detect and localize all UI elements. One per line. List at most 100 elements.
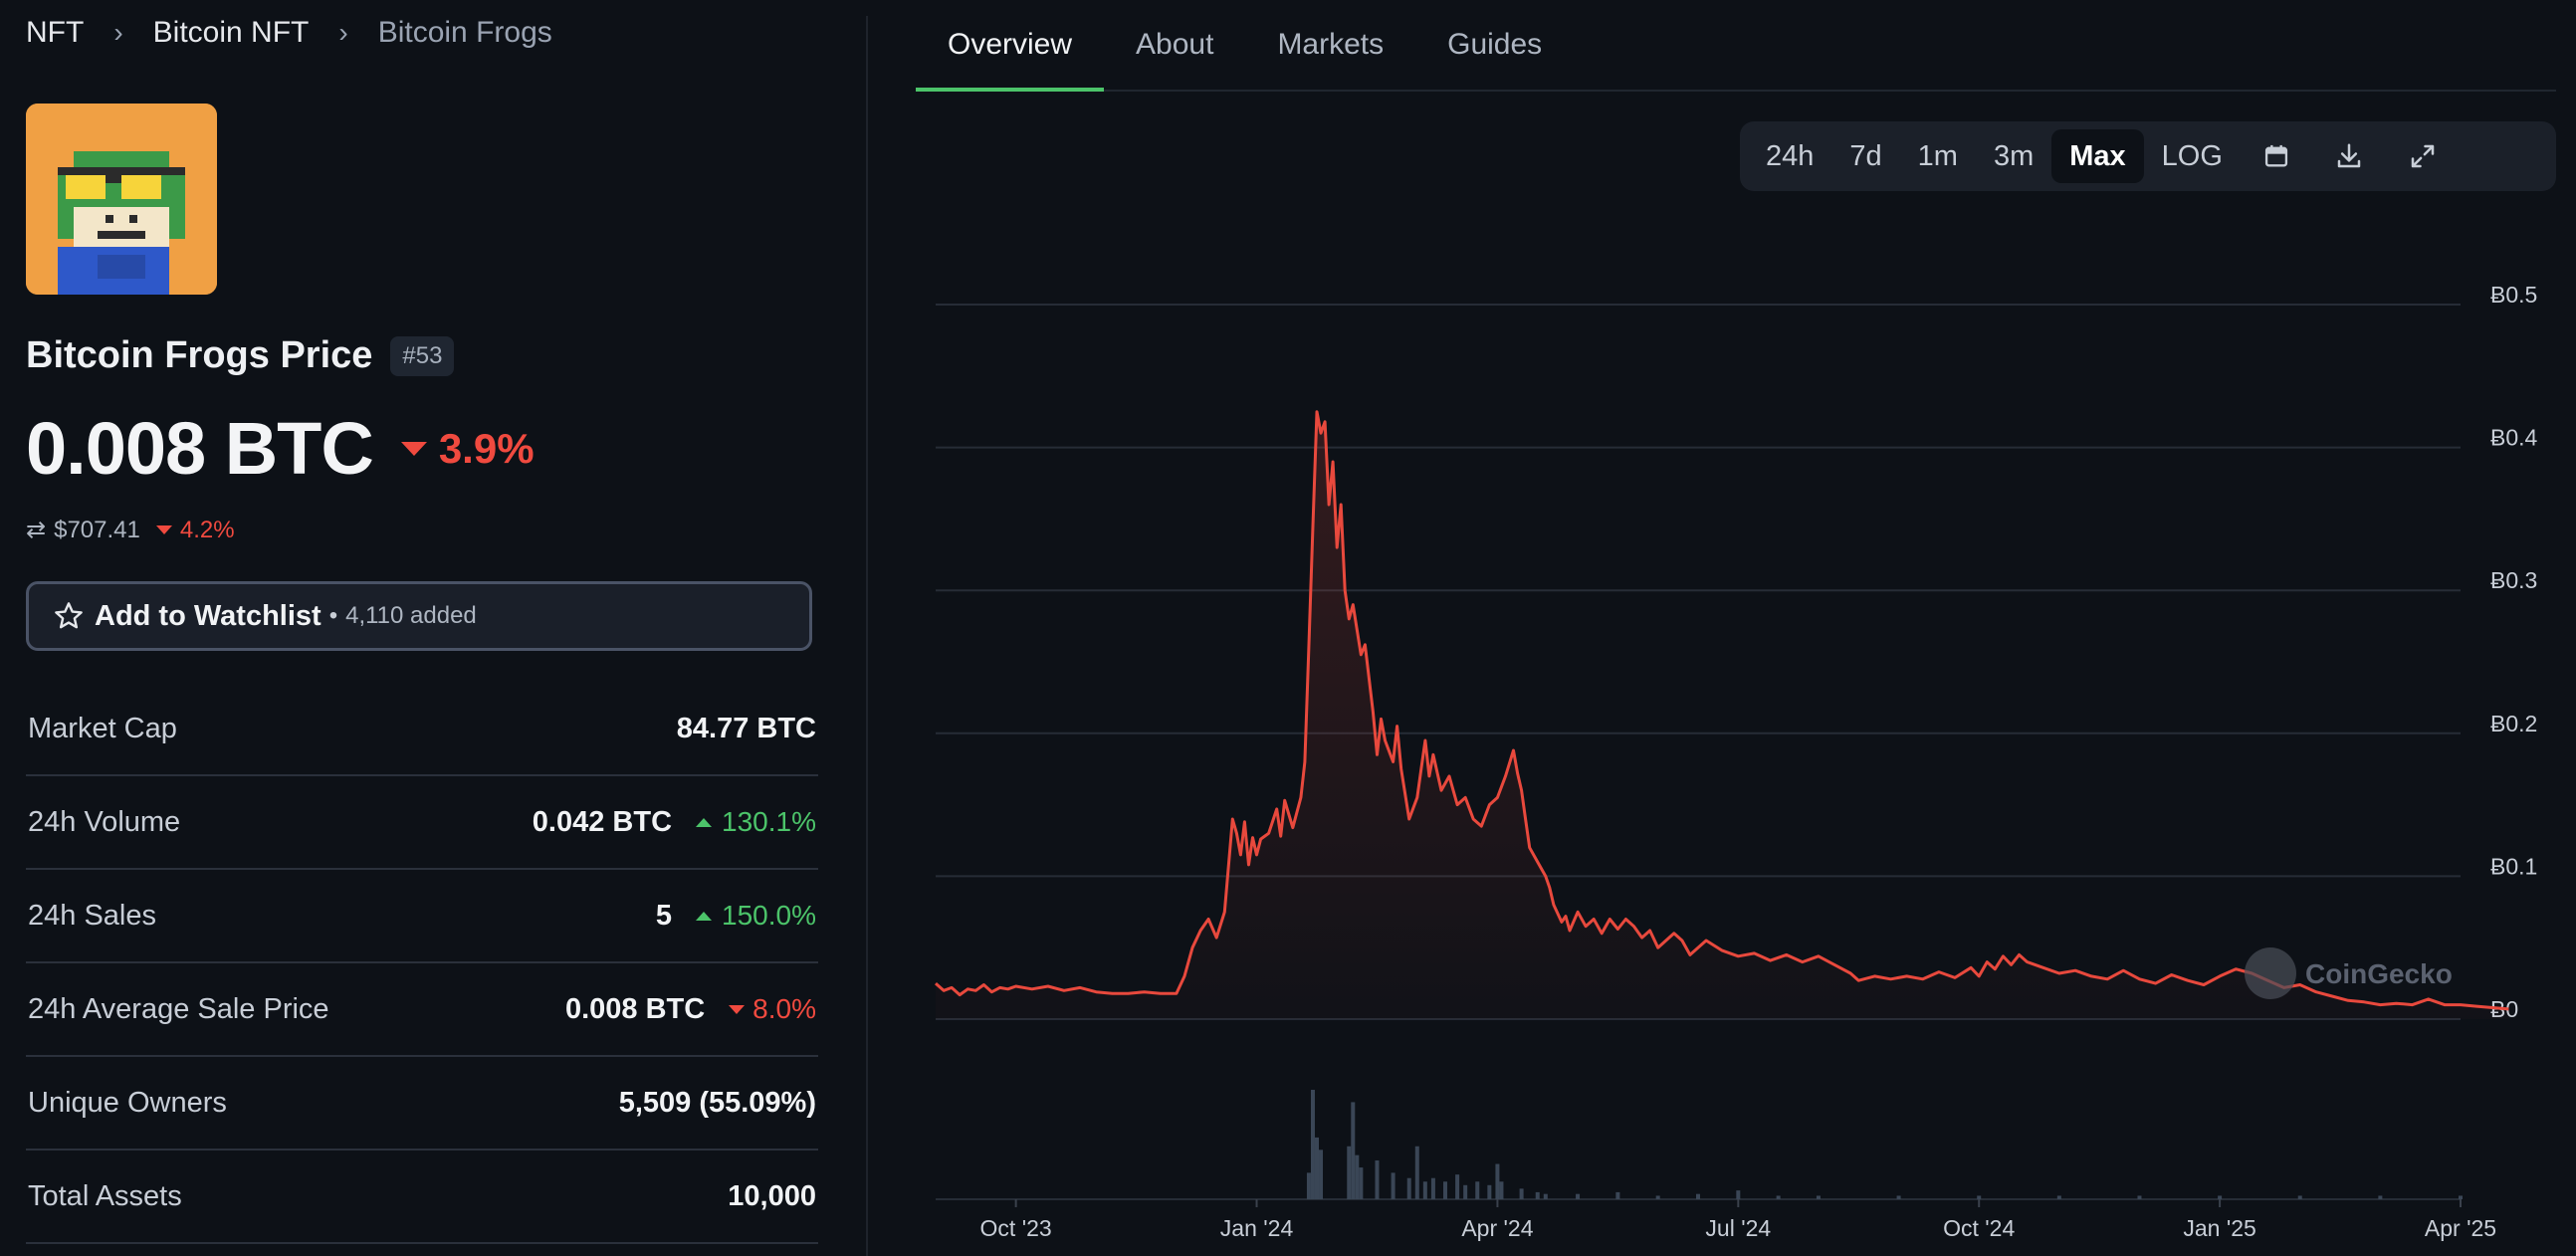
volume-bar <box>1306 1172 1311 1199</box>
range-1m-button[interactable]: 1m <box>1917 139 1958 172</box>
caret-down-icon <box>729 1004 746 1014</box>
stat-label: Total Assets <box>28 1179 182 1212</box>
volume-bar <box>1487 1184 1492 1199</box>
volume-bar <box>1347 1146 1352 1199</box>
y-tick-label: Ƀ0.5 <box>2490 282 2537 308</box>
stat-change: 8.0% <box>729 993 816 1025</box>
frog-image <box>26 104 217 295</box>
stat-value: 5 150.0% <box>656 900 816 933</box>
volume-bar <box>1430 1177 1435 1199</box>
right-panel: Overview About Markets Guides 24h 7d 1m … <box>868 0 2576 1256</box>
breadcrumb-nft[interactable]: NFT <box>26 16 85 49</box>
watchlist-separator: • <box>328 602 338 629</box>
volume-bars <box>1306 1090 2463 1199</box>
volume-bar <box>1414 1146 1419 1199</box>
x-axis: Oct '23 Jan '24 Apr '24 Jul '24 Oct '24 Jan '… <box>980 1199 2496 1241</box>
stat-row-24h-average-sale-price: 24h Average Sale Price 0.008 BTC 8.0% <box>26 963 818 1057</box>
x-tick-label: Jan '24 <box>1220 1215 1294 1241</box>
tab-overview[interactable]: Overview <box>916 0 1105 92</box>
volume-bar <box>1310 1090 1315 1199</box>
stat-change: 130.1% <box>696 806 816 838</box>
usd-price: $707.41 <box>54 516 140 543</box>
tab-guides[interactable]: Guides <box>1447 28 1543 61</box>
volume-bar <box>1315 1137 1319 1199</box>
volume-bar <box>1422 1181 1427 1199</box>
stats-table: Market Cap 84.77 BTC 24h Volume 0.042 BT… <box>26 683 818 1244</box>
volume-bar <box>2297 1195 2302 1199</box>
y-tick-label: Ƀ0.3 <box>2490 567 2537 593</box>
range-3m-button[interactable]: 3m <box>1993 139 2035 172</box>
volume-bar <box>1576 1193 1581 1199</box>
download-icon[interactable] <box>2312 129 2386 183</box>
star-icon <box>55 602 83 629</box>
volume-bar <box>2459 1195 2463 1199</box>
swap-icon[interactable]: ⇄ <box>26 517 47 543</box>
stat-label: 24h Sales <box>28 899 156 932</box>
breadcrumb: NFT › Bitcoin NFT › Bitcoin Frogs <box>26 16 552 50</box>
volume-bar <box>1615 1191 1620 1199</box>
volume-bar <box>1495 1163 1500 1199</box>
stat-value-text: 0.008 BTC <box>564 992 706 1025</box>
volume-bar <box>1655 1195 1660 1199</box>
chevron-right-icon: › <box>113 17 123 48</box>
stat-row-total-assets: Total Assets 10,000 <box>26 1151 818 1244</box>
tab-bar: Overview About Markets Guides <box>916 0 2556 92</box>
stat-value-text: 5,509 (55.09%) <box>618 1086 816 1119</box>
stat-row-24h-sales: 24h Sales 5 150.0% <box>26 870 818 963</box>
usd-change-value: 4.2% <box>179 516 235 543</box>
stat-value: 10,000 <box>728 1180 816 1213</box>
volume-bar <box>1319 1150 1324 1199</box>
breadcrumb-bitcoin-nft[interactable]: Bitcoin NFT <box>152 16 310 49</box>
volume-bar <box>1535 1191 1540 1199</box>
usd-price-row: ⇄ $707.41 4.2% <box>26 516 235 544</box>
price-chart[interactable]: Ƀ0.5Ƀ0.4Ƀ0.3Ƀ0.2Ƀ0.1Ƀ0 CoinGecko Oct '23… <box>868 229 2576 1256</box>
coingecko-watermark: CoinGecko <box>2245 947 2453 999</box>
caret-down-icon <box>400 441 427 456</box>
stat-label: Market Cap <box>28 712 177 744</box>
y-axis: Ƀ0.5Ƀ0.4Ƀ0.3Ƀ0.2Ƀ0.1Ƀ0 <box>2490 282 2538 1022</box>
calendar-icon[interactable] <box>2241 129 2312 183</box>
volume-bar <box>1351 1102 1356 1199</box>
tab-markets[interactable]: Markets <box>1277 28 1385 61</box>
caret-down-icon <box>155 525 172 534</box>
y-tick-label: Ƀ0.1 <box>2490 853 2537 879</box>
x-tick-label: Oct '23 <box>980 1215 1052 1241</box>
stat-value: 0.008 BTC 8.0% <box>565 993 816 1026</box>
panel-divider <box>866 16 868 1256</box>
volume-bar <box>1406 1177 1411 1199</box>
chart-grid <box>936 304 2461 1200</box>
volume-bar <box>1896 1195 1901 1199</box>
volume-bar <box>2378 1195 2383 1199</box>
price-area <box>936 411 2509 1019</box>
usd-change: 4.2% <box>155 516 235 544</box>
y-tick-label: Ƀ0.4 <box>2490 425 2538 451</box>
volume-bar <box>1463 1184 1468 1199</box>
fullscreen-icon[interactable] <box>2386 129 2460 183</box>
stat-row-24h-volume: 24h Volume 0.042 BTC 130.1% <box>26 776 818 870</box>
volume-bar <box>1977 1195 1982 1199</box>
range-7d-button[interactable]: 7d <box>1849 139 1882 172</box>
stat-value-text: 5 <box>655 899 673 932</box>
stat-change-value: 8.0% <box>752 993 816 1024</box>
caret-up-icon <box>696 817 713 827</box>
volume-bar <box>1375 1159 1380 1199</box>
range-max-button[interactable]: Max <box>2051 129 2144 183</box>
volume-bar <box>1359 1167 1364 1199</box>
stat-value-text: 10,000 <box>728 1179 816 1212</box>
price-change-value: 3.9% <box>438 424 535 472</box>
calendar-icon-glyph <box>2264 144 2288 167</box>
range-24h-button[interactable]: 24h <box>1766 139 1815 172</box>
caret-up-icon <box>696 911 713 921</box>
stat-change: 150.0% <box>696 900 816 932</box>
x-tick-label: Jan '25 <box>2183 1215 2255 1241</box>
stat-value: 84.77 BTC <box>677 713 816 745</box>
x-tick-label: Jul '24 <box>1705 1215 1771 1241</box>
stat-change-value: 130.1% <box>722 806 816 837</box>
stat-row-market-cap: Market Cap 84.77 BTC <box>26 683 818 776</box>
current-price: 0.008 BTC <box>26 407 374 490</box>
volume-bar <box>1696 1193 1700 1199</box>
log-scale-button[interactable]: LOG <box>2161 139 2223 172</box>
x-tick-label: Apr '24 <box>1461 1215 1533 1241</box>
add-to-watchlist-button[interactable]: Add to Watchlist • 4,110 added <box>26 581 812 651</box>
tab-about[interactable]: About <box>1136 28 1214 61</box>
